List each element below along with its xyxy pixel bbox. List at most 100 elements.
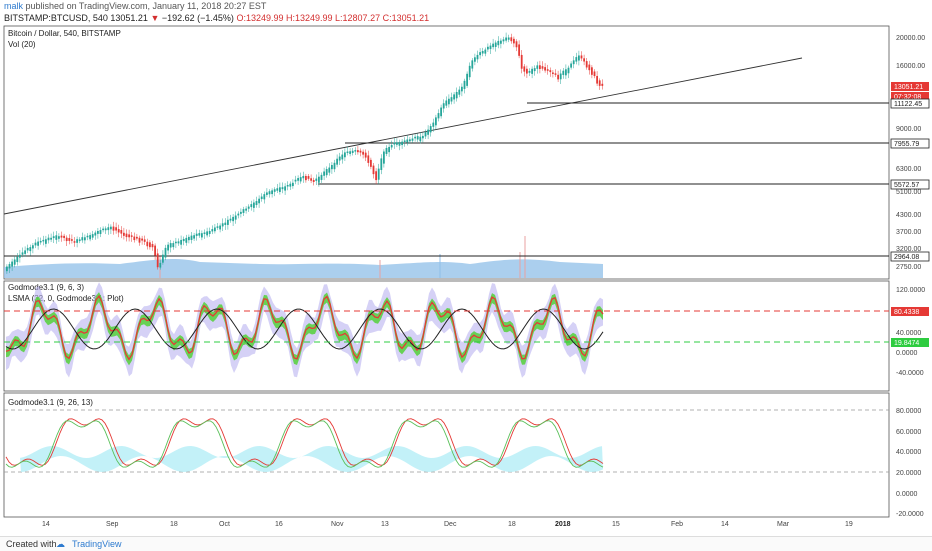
upper-value-tag-text: 80.4338 [894,309,919,316]
candle-body [16,256,19,263]
candle-body [162,254,164,263]
candle-body [21,252,24,255]
candle-body [45,239,47,244]
candle-body [479,52,481,56]
candle-body [297,178,299,181]
candle-body [203,232,206,234]
candle-body [320,174,323,180]
last-price-tag-text: 13051.21 [894,84,923,91]
candle-body [393,142,396,145]
candle-body [182,238,185,242]
candle-body [273,189,276,192]
candle-body [130,235,133,237]
candle-body [440,107,442,117]
tradingview-logo-icon[interactable]: ☁ [56,539,65,549]
candle-body [502,39,505,42]
candle-body [294,179,297,182]
candle-body [442,103,445,109]
candle-body [110,226,112,230]
candle-body [429,126,432,133]
candle-body [481,50,484,54]
candle-body [8,264,11,269]
candle-body [476,54,479,60]
candle-body [325,169,328,176]
candle-body [255,201,258,206]
candle-body [396,142,398,145]
candle-body [164,247,167,258]
candle-body [466,73,468,86]
ohlc-values: O:13249.99 H:13249.99 L:12807.27 C:13051… [236,13,430,23]
candle-body [580,55,583,59]
chart-area[interactable]: Bitcoin / Dollar, 540, BITSTAMP Vol (20)… [0,24,932,538]
author-link[interactable]: malk [4,1,24,11]
candle-body [515,41,518,48]
osc-tick: 120.0000 [896,287,925,294]
candle-body [505,37,507,41]
candle-body [94,232,97,236]
candle-body [266,192,268,195]
symbol-name[interactable]: BITSTAMP:BTCUSD, 540 [4,13,108,23]
candle-body [247,206,250,209]
candle-body [471,60,474,69]
candle-body [156,253,159,268]
price-tick: 6300.00 [896,166,921,173]
oscillator-green-area [6,292,603,366]
pane2-lsma-label: LSMA (32, 0, Godmode3.1: Plot) [8,294,124,303]
candle-body [214,227,216,232]
candle-body [68,238,71,241]
candle-body [55,235,58,240]
publish-text: published on TradingView.com, January 11… [25,1,267,11]
candle-body [598,80,601,86]
candle-body [232,216,234,222]
candle-body [455,91,458,99]
candle-body [484,49,487,54]
candle-body [507,37,510,40]
candle-body [284,186,286,191]
upper-value-tag [891,307,929,316]
time-axis[interactable]: 14 Sep 18 Oct 16 Nov 13 Dec 18 2018 15 F… [42,521,853,528]
level-tag-1 [890,98,930,109]
chart-svg[interactable]: Bitcoin / Dollar, 540, BITSTAMP Vol (20)… [0,24,932,538]
candle-body [138,237,141,243]
candle-body [175,241,177,244]
time-tick: 18 [170,521,178,528]
candle-body [583,58,585,62]
candle-body [370,159,372,167]
candle-body [546,69,549,71]
countdown-tag-text: 07:32:08 [894,94,921,101]
candle-body [318,176,320,183]
tradingview-brand[interactable]: TradingView [72,539,122,549]
candle-body [406,139,409,143]
candle-body [73,241,76,243]
time-tick: Dec [444,521,457,528]
candle-body [518,44,520,56]
candle-body [123,232,125,236]
trendline[interactable] [3,57,803,215]
candle-body [487,46,489,50]
candle-body [463,80,466,89]
candle-body [281,187,284,190]
stoch-pane-frame [3,392,890,518]
candle-body [234,215,237,220]
candle-body [258,198,260,204]
candle-body [310,178,312,181]
candle-body [422,135,424,139]
candle-body [102,228,104,231]
candle-body [549,70,552,73]
created-with-text: Created with [6,539,57,549]
countdown-tag [891,92,929,101]
candle-body [268,191,271,195]
candle-body [591,67,593,75]
candle-body [364,152,367,158]
candle-body [198,233,201,236]
candle-body [180,239,182,245]
candle-body [570,63,572,68]
candle-body [510,37,513,42]
candle-body [432,122,435,127]
volume-label: Vol (20) [8,40,36,49]
candle-body [448,98,450,105]
candle-body [528,70,531,73]
candle-body [188,236,190,241]
lower-value-tag-text: 19.8474 [894,340,919,347]
level-tag-1-text: 11122.45 [894,101,922,108]
